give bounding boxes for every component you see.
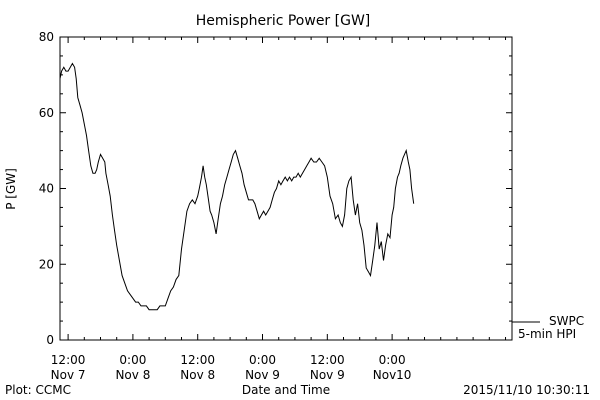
x-tick-label-time: 0:00	[119, 353, 146, 367]
y-tick-label: 40	[39, 182, 54, 196]
x-tick-label-time: 0:00	[379, 353, 406, 367]
series-line-swpc-hpi	[59, 62, 415, 311]
y-axis-label: P [GW]	[4, 168, 18, 210]
footer-plot-source: Plot: CCMC	[5, 383, 71, 397]
chart-title: Hemispheric Power [GW]	[196, 13, 371, 29]
legend-label-swpc: SWPC	[549, 314, 584, 328]
x-tick-label-date: Nov 8	[115, 368, 150, 382]
x-tick-label-time: 12:00	[310, 353, 345, 367]
plot-frame	[59, 36, 513, 341]
footer-timestamp: 2015/11/10 10:30:11	[463, 383, 590, 397]
y-tick-label: 0	[46, 333, 54, 347]
y-tick-label: 80	[39, 30, 54, 44]
x-axis-label: Date and Time	[242, 383, 330, 397]
x-tick-label-date: Nov10	[373, 368, 412, 382]
legend-sublabel-hpi: 5-min HPI	[518, 327, 576, 341]
y-tick-label: 60	[39, 106, 54, 120]
x-tick-label-date: Nov 8	[180, 368, 215, 382]
x-tick-label-time: 12:00	[180, 353, 215, 367]
x-tick-label-date: Nov 9	[245, 368, 280, 382]
y-tick-label: 20	[39, 257, 54, 271]
x-tick-label-date: Nov 9	[310, 368, 345, 382]
y-axis-ticks: 0 20 40 60 80	[39, 30, 512, 347]
x-tick-label-time: 12:00	[51, 353, 86, 367]
x-tick-label-date: Nov 7	[51, 368, 86, 382]
x-tick-label-time: 0:00	[249, 353, 276, 367]
